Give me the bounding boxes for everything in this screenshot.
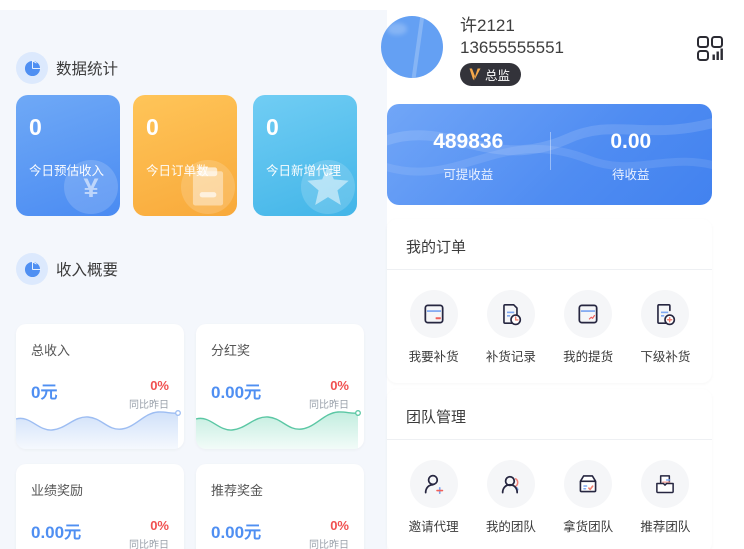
svg-text:¥: ¥ bbox=[83, 173, 98, 203]
